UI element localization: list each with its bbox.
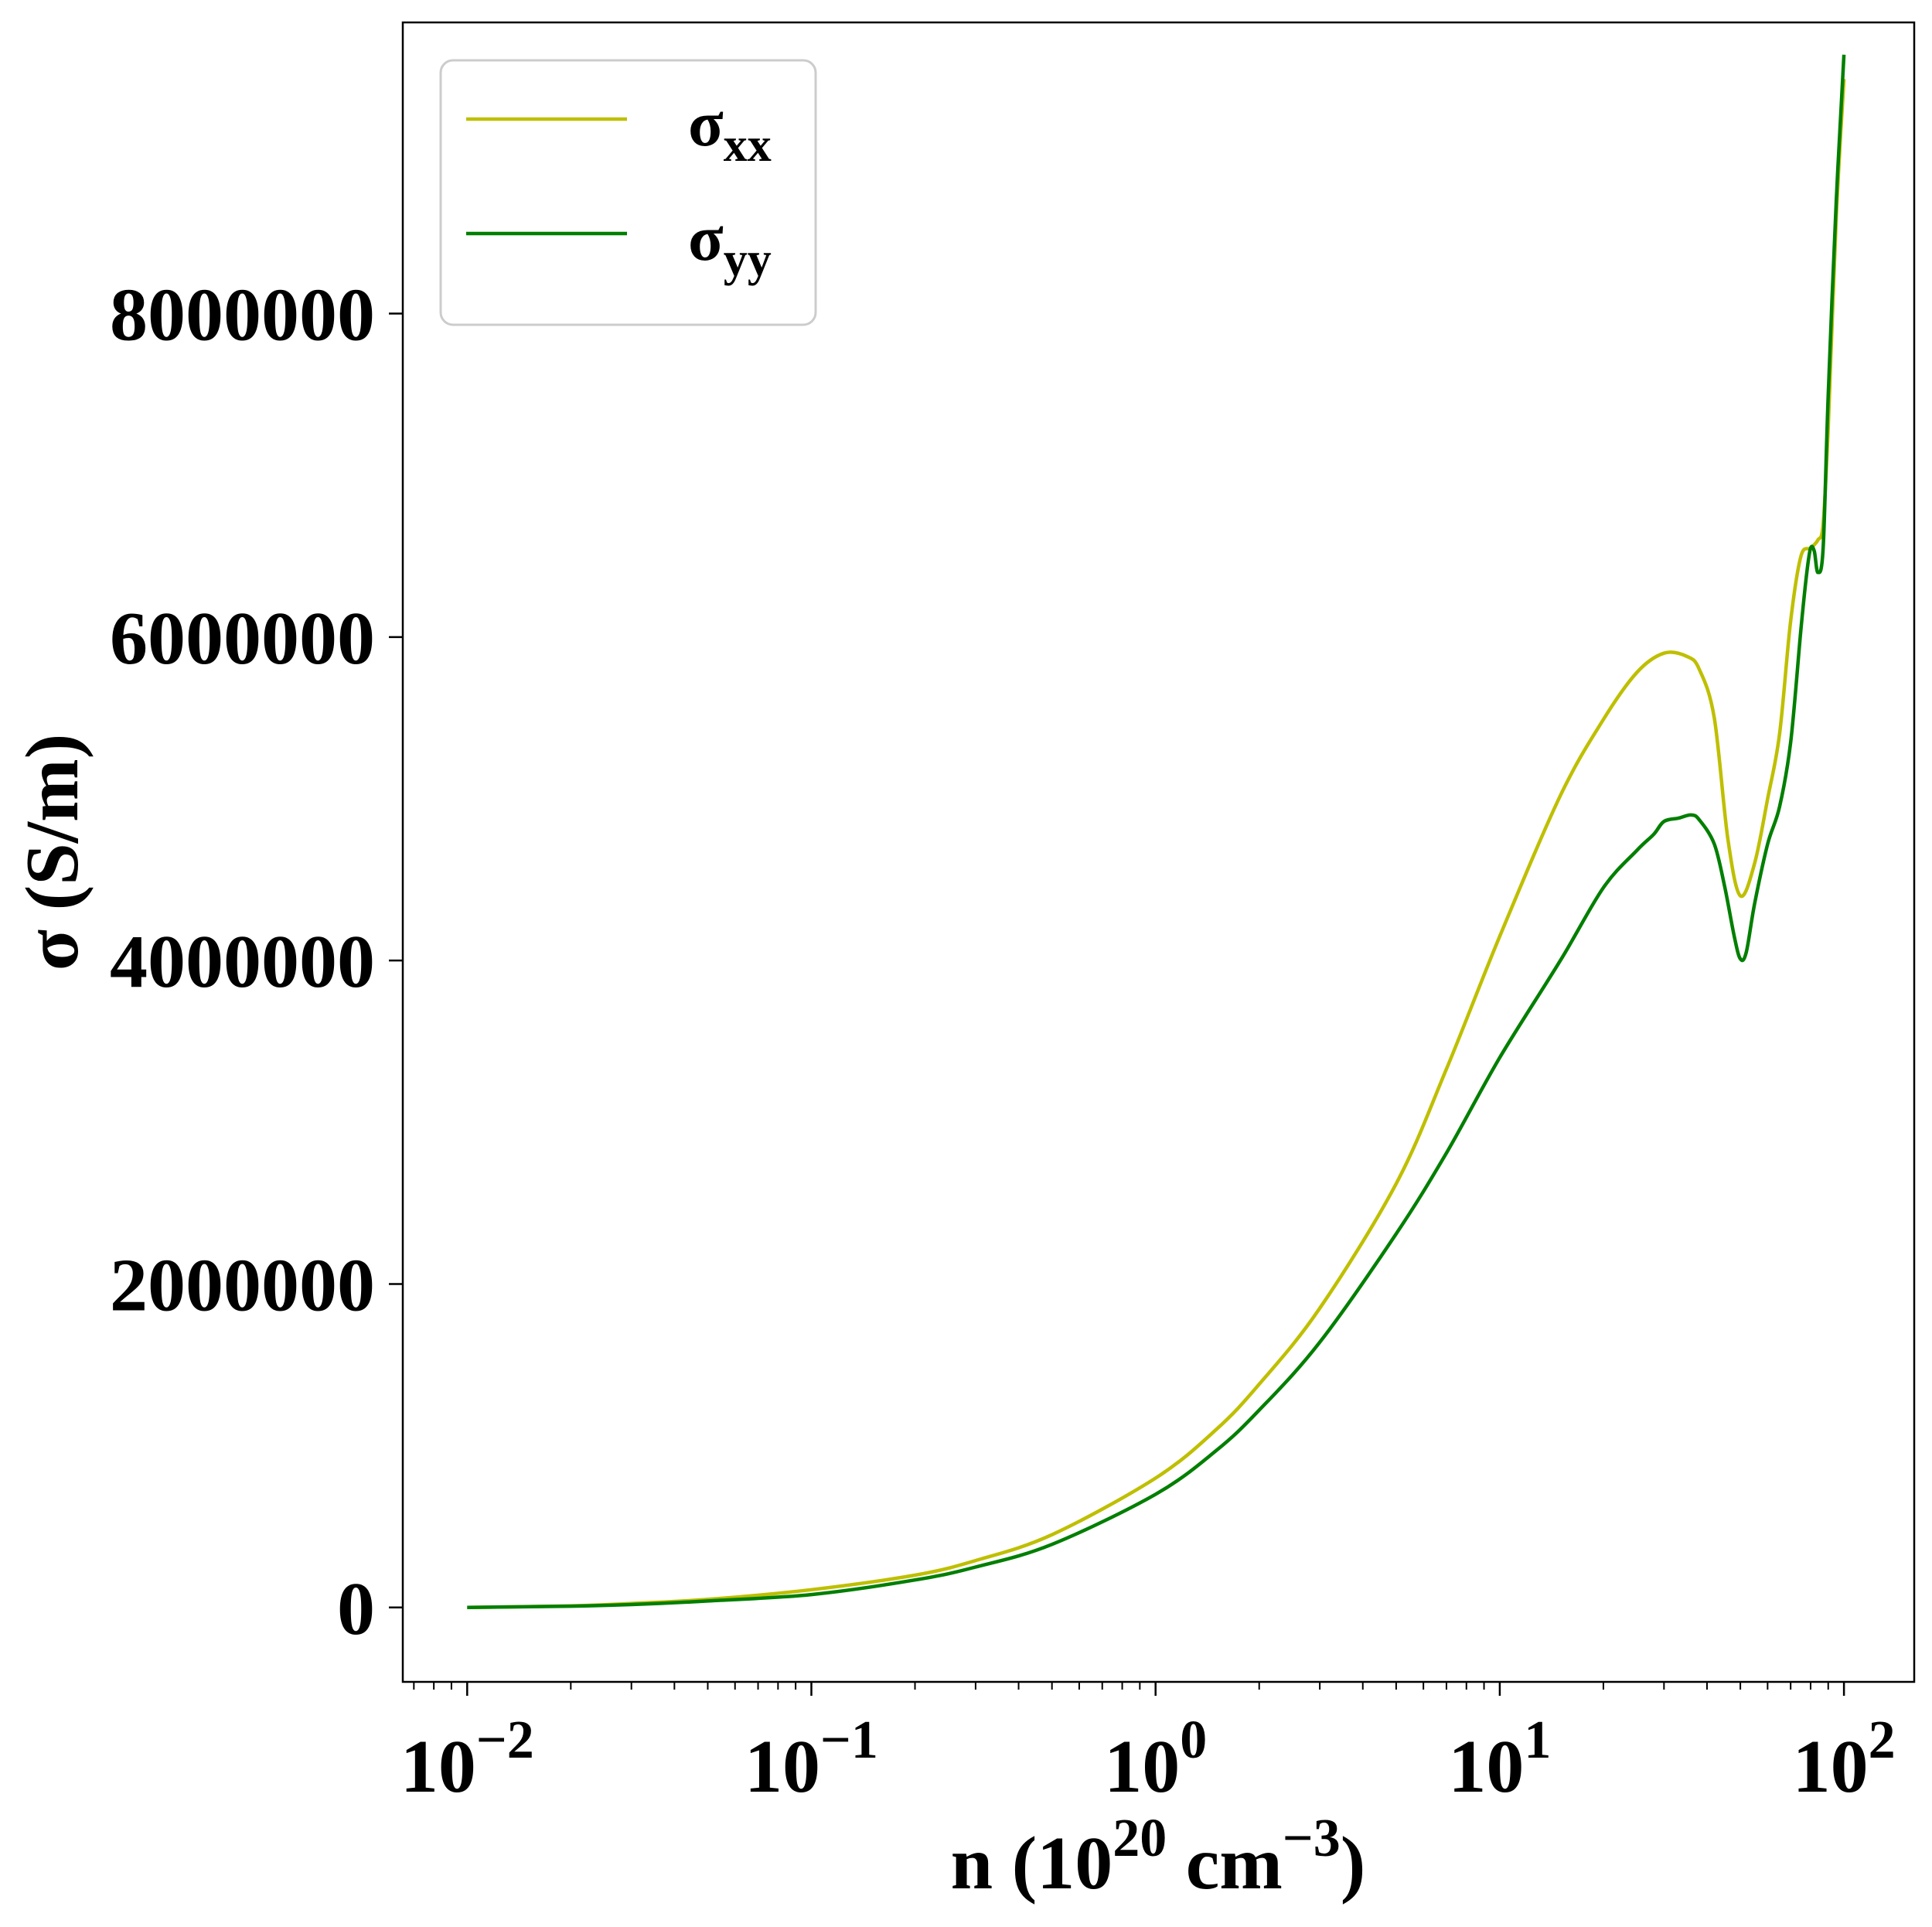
x-tick-label: 10−2	[400, 1710, 534, 1809]
plot-frame	[401, 21, 1916, 1683]
series-layer	[467, 54, 1846, 1610]
x-axis: 10−2 10−1 100 101 102	[400, 1682, 1896, 1809]
y-tick-label: 4000000	[110, 920, 375, 1004]
legend-label-sigma-yy: σyy	[688, 203, 772, 286]
series-line-sigma-xx	[467, 79, 1846, 1610]
legend: σxx σyy	[439, 59, 817, 326]
y-tick-label: 8000000	[110, 273, 375, 356]
x-axis-label: n (1020 cm−3)	[951, 1809, 1366, 1905]
legend-label-sigma-xx: σxx	[688, 88, 772, 172]
x-tick-label: 100	[1104, 1710, 1207, 1809]
y-tick-label: 6000000	[110, 597, 375, 680]
y-tick-label: 2000000	[110, 1243, 375, 1327]
x-tick-label: 10−1	[745, 1710, 878, 1809]
y-axis: 0 2000000 4000000 6000000 8000000	[110, 273, 403, 1651]
x-tick-label: 101	[1448, 1710, 1551, 1809]
y-axis-label: σ (S/m)	[11, 734, 94, 970]
series-line-sigma-yy	[467, 54, 1846, 1610]
y-tick-label: 0	[337, 1567, 375, 1651]
legend-box	[439, 59, 817, 326]
x-tick-label: 102	[1793, 1710, 1896, 1809]
